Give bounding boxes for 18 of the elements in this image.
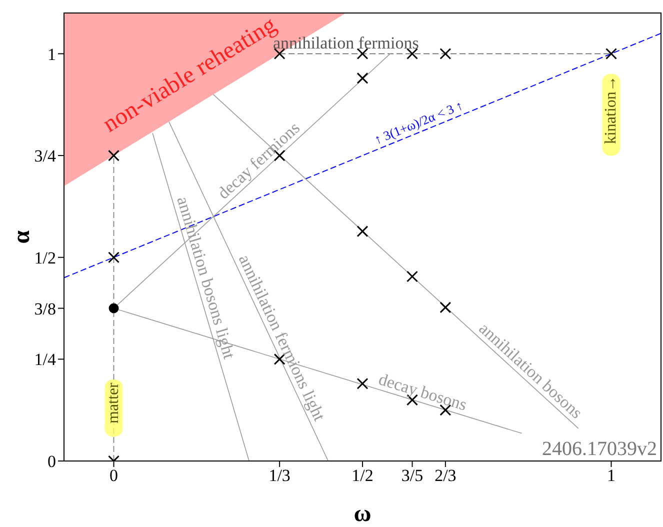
y-tick-label: 1/2 (34, 248, 56, 268)
x-axis-title: ω (354, 501, 372, 527)
y-tick-label: 0 (48, 452, 56, 472)
x-tick-label: 1 (607, 466, 616, 486)
y-tick-label: 3/8 (34, 299, 56, 318)
y-tick-label: 3/4 (34, 146, 56, 166)
x-tick-label: 0 (110, 466, 118, 486)
y-axis-title: α (9, 230, 35, 244)
annotation: matter (105, 382, 122, 424)
x-tick-label: 3/5 (401, 466, 424, 486)
x-tick-label: 2/3 (434, 466, 456, 486)
y-tick-label: 1/4 (34, 350, 56, 370)
y-tick-label: 1 (48, 44, 56, 64)
x-tick-label: 1/3 (268, 466, 290, 486)
annotation: 2406.17039v2 (542, 438, 657, 460)
text: decay bosons (376, 370, 470, 414)
x-tick-label: 1/2 (352, 466, 374, 486)
annotation: kination→ (602, 76, 620, 144)
